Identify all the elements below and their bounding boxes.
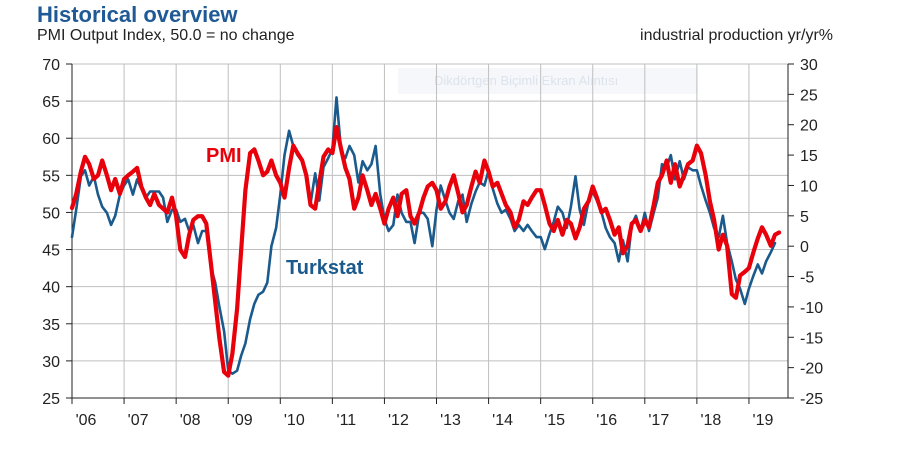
y-left-tick-label: 65 xyxy=(42,94,60,111)
y-right-tick-label: 30 xyxy=(800,57,818,74)
x-tick-label: '14 xyxy=(492,412,513,429)
y-left-tick-label: 50 xyxy=(42,205,60,222)
y-left-tick-label: 30 xyxy=(42,354,60,371)
y-right-tick-label: 5 xyxy=(800,209,809,226)
x-tick-label: '17 xyxy=(648,412,669,429)
x-tick-label: '11 xyxy=(337,412,357,429)
y-right-tick-label: 25 xyxy=(800,87,818,104)
x-tick-label: '08 xyxy=(180,412,201,429)
y-left-tick-label: 25 xyxy=(42,391,60,408)
y-right-tick-label: 20 xyxy=(800,118,818,135)
y-left-tick-label: 70 xyxy=(42,57,60,74)
y-right-tick-label: 0 xyxy=(800,239,809,256)
y-left-tick-label: 55 xyxy=(42,168,60,185)
chart-title: Historical overview xyxy=(37,2,238,27)
x-tick-label: '10 xyxy=(284,412,305,429)
chart-subtitle: PMI Output Index, 50.0 = no change xyxy=(37,27,295,44)
annotation-turkstat: Turkstat xyxy=(286,257,364,279)
y-left-tick-label: 60 xyxy=(42,131,60,148)
y-right-tick-label: 10 xyxy=(800,178,818,195)
x-tick-label: '15 xyxy=(544,412,565,429)
annotation-pmi: PMI xyxy=(206,145,242,167)
x-tick-label: '19 xyxy=(753,412,774,429)
x-tick-label: '12 xyxy=(388,412,409,429)
y-right-tick-label: -25 xyxy=(800,391,823,408)
x-tick-label: '16 xyxy=(596,412,617,429)
right-axis-label: industrial production yr/yr% xyxy=(640,27,833,44)
y-right-tick-label: 15 xyxy=(800,148,818,165)
x-tick-label: '09 xyxy=(232,412,253,429)
y-right-tick-label: -5 xyxy=(800,270,814,287)
x-tick-label: '18 xyxy=(700,412,721,429)
y-right-tick-label: -20 xyxy=(800,361,823,378)
y-right-tick-label: -15 xyxy=(800,330,823,347)
series-group xyxy=(69,96,782,378)
watermark-overlay: Dikdörtgen Biçimli Ekran Alıntısı xyxy=(398,68,698,94)
y-right-tick-label: -10 xyxy=(800,300,823,317)
x-tick-label: '07 xyxy=(128,412,149,429)
x-tick-label: '06 xyxy=(76,412,97,429)
x-tick-label: '13 xyxy=(440,412,461,429)
y-left-tick-label: 35 xyxy=(42,317,60,334)
y-left-tick-label: 45 xyxy=(42,243,60,260)
series-line-pmi xyxy=(69,125,782,378)
tick-labels: 25303540455055606570'06'07'08'09'10'11'1… xyxy=(42,57,823,429)
y-left-tick-label: 40 xyxy=(42,280,60,297)
